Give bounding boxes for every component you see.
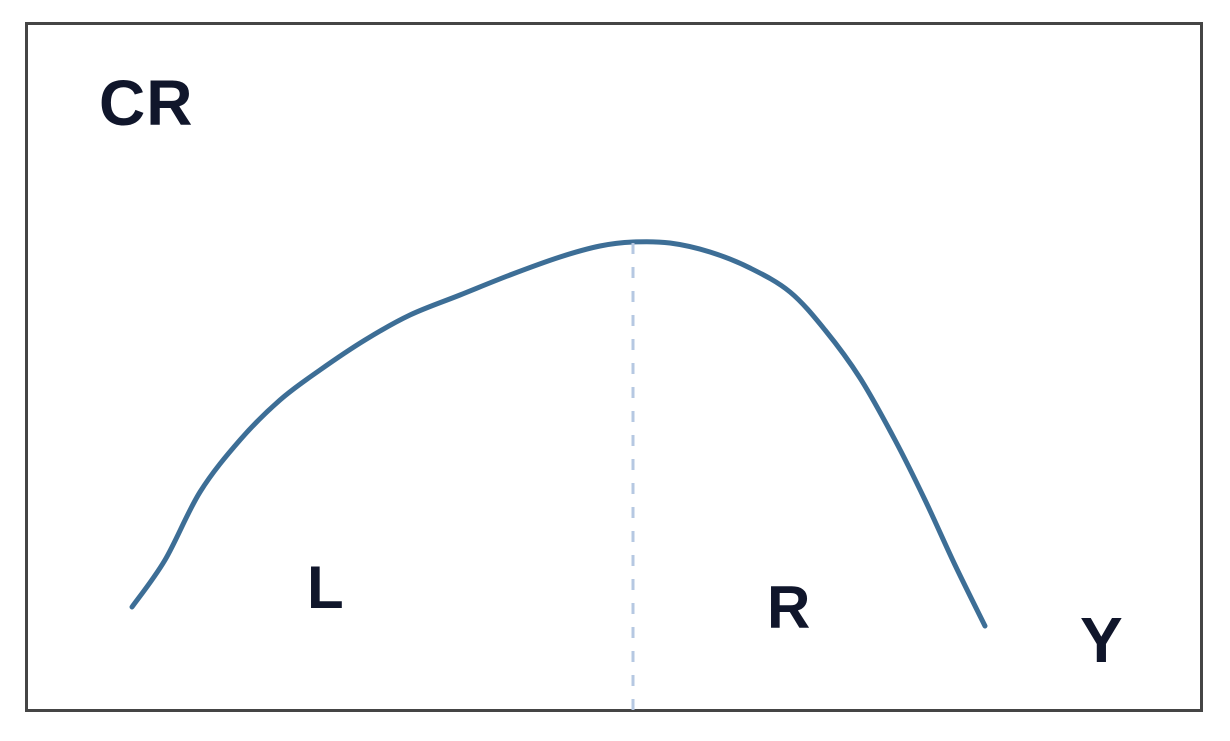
cr-quantity-label: CR [99, 67, 194, 139]
region-label-right: R [767, 574, 811, 641]
region-label-left: L [307, 554, 344, 621]
plot-frame-border [25, 22, 1203, 712]
upsilon-axis-label: Υ [1080, 604, 1123, 676]
